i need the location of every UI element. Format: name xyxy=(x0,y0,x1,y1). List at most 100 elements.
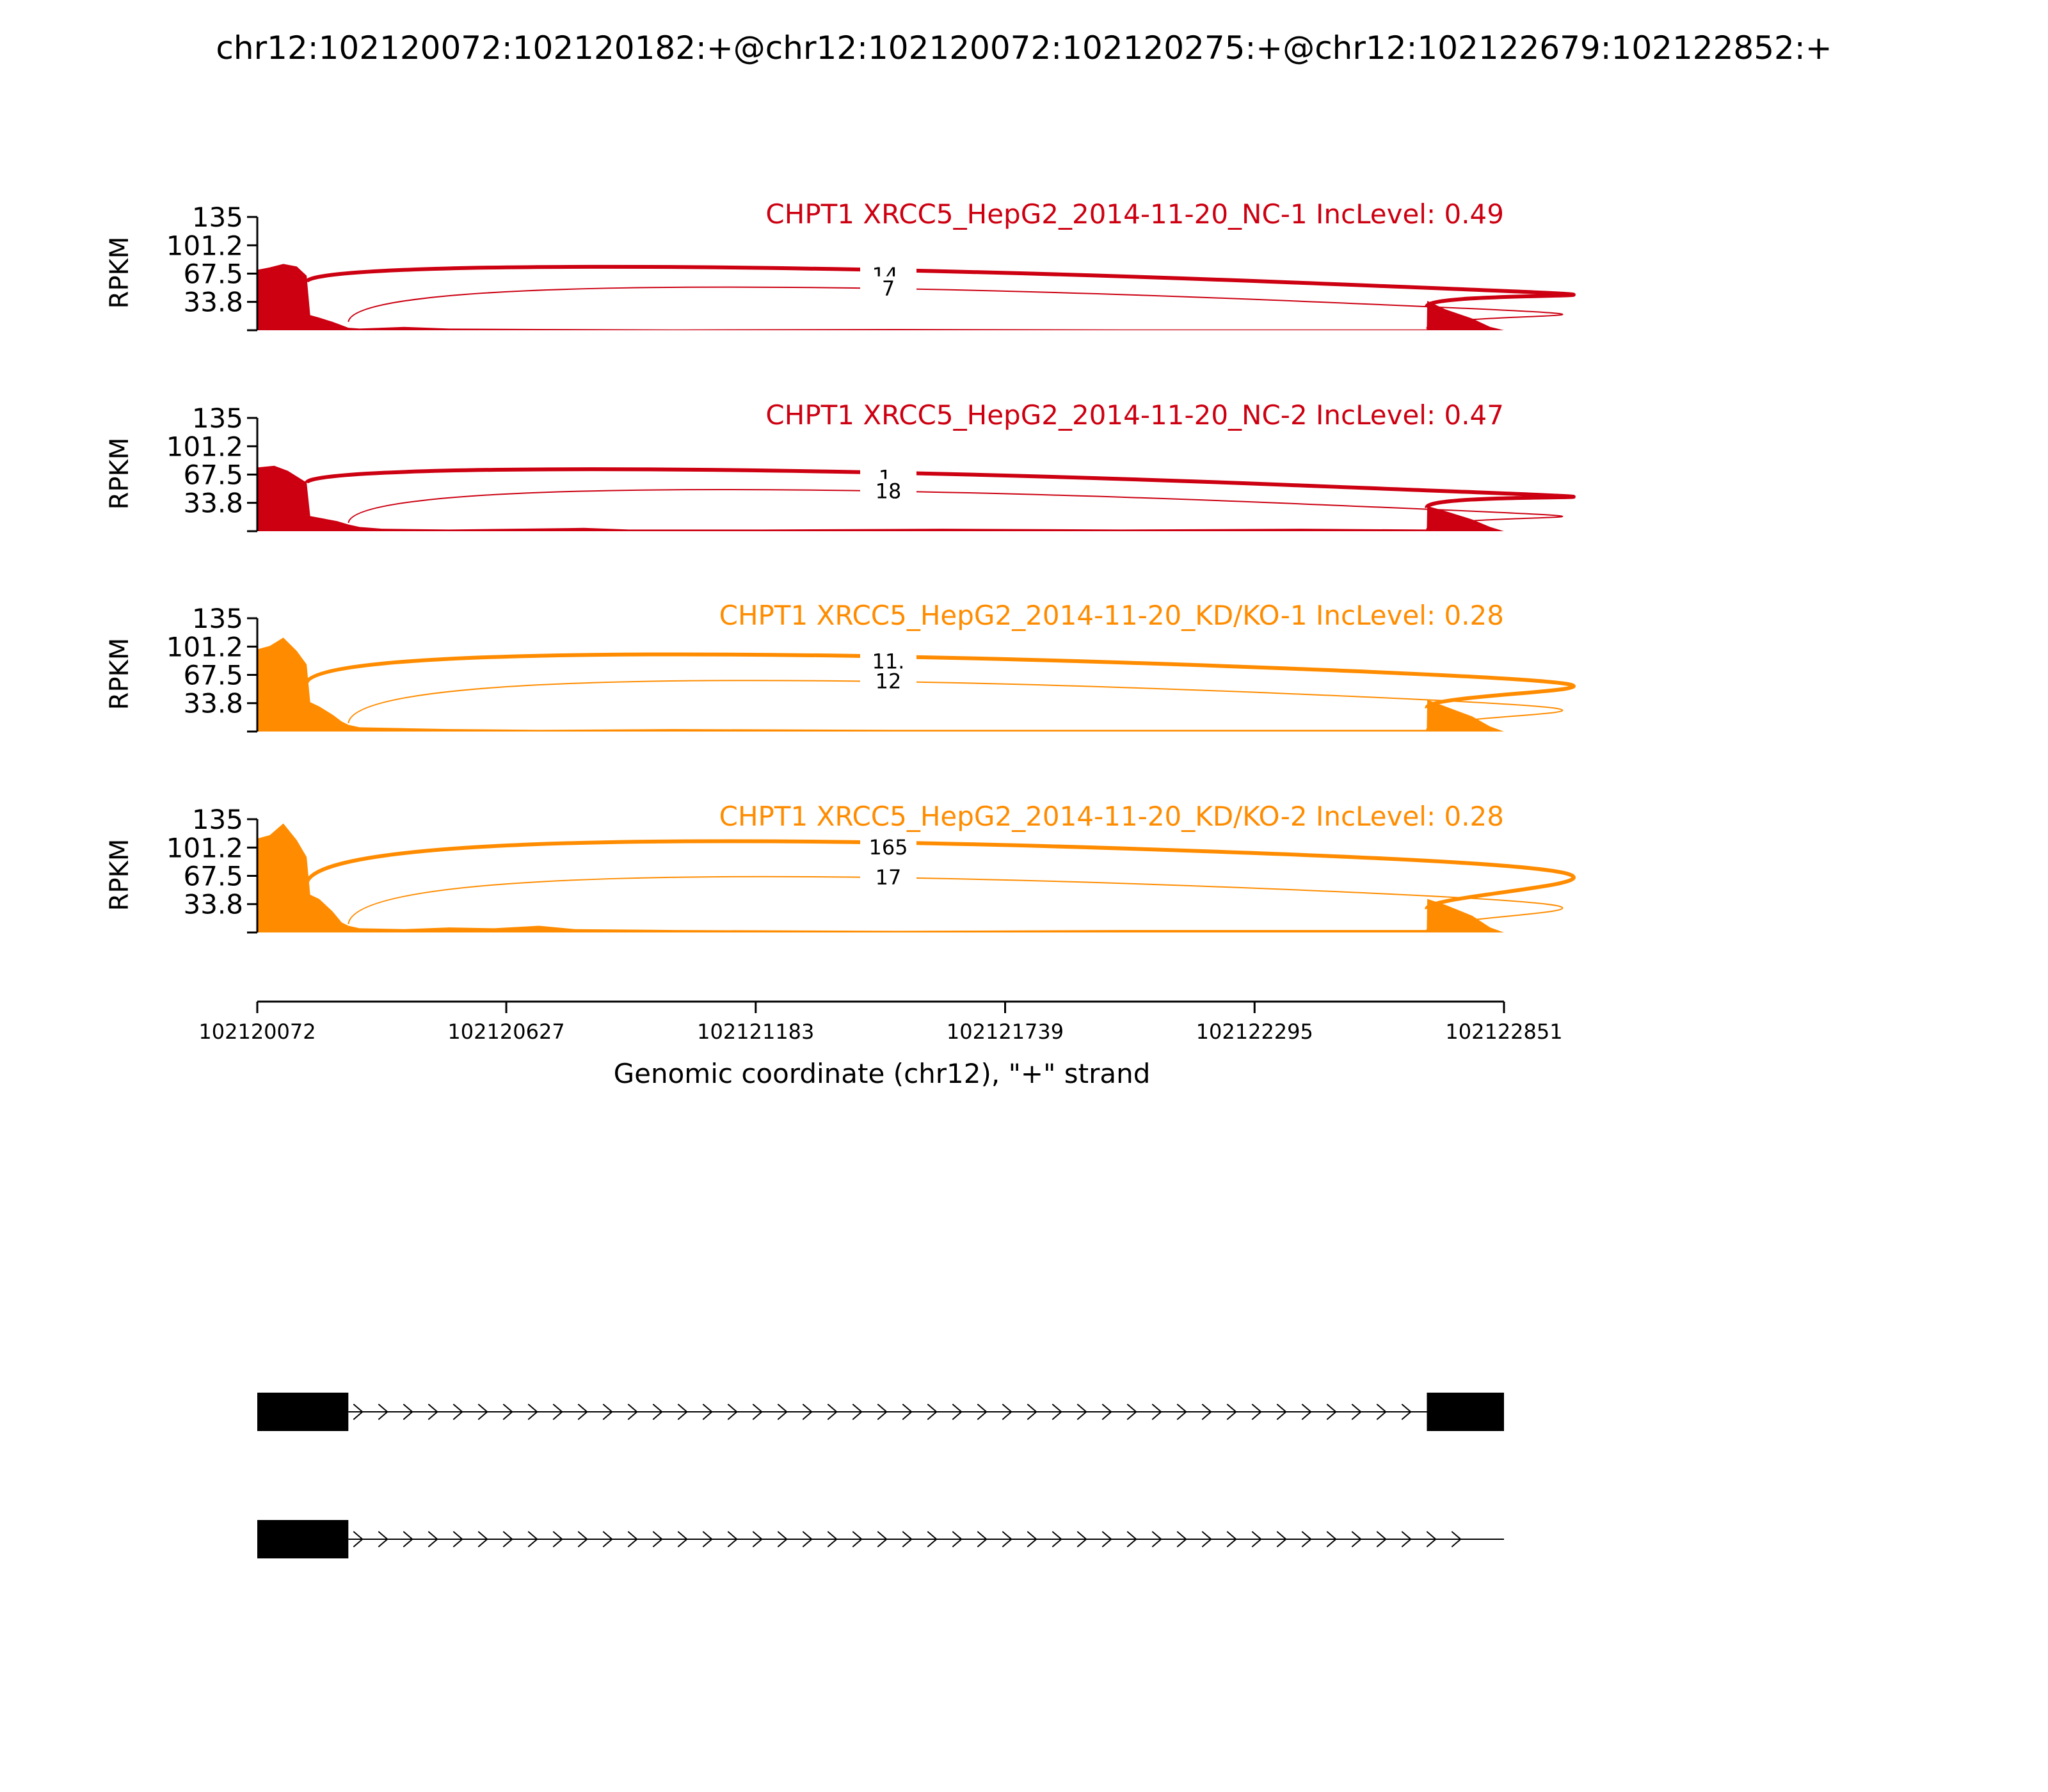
strand-arrow xyxy=(1326,1531,1337,1548)
track-label: CHPT1 XRCC5_HepG2_2014-11-20_KD/KO-2 Inc… xyxy=(719,801,1504,832)
y-tick-label: 101.2 xyxy=(166,230,243,261)
junction-arc xyxy=(305,839,1576,910)
y-axis-label: RPKM xyxy=(105,638,134,710)
strand-arrow xyxy=(1251,1531,1262,1548)
x-tick-label: 102120627 xyxy=(447,1020,564,1044)
strand-arrow xyxy=(727,1404,738,1420)
y-tick-label: 67.5 xyxy=(183,460,243,491)
junction-label-box xyxy=(860,835,916,858)
strand-arrow xyxy=(403,1404,413,1420)
strand-arrow xyxy=(1226,1404,1237,1420)
strand-arrow xyxy=(552,1404,563,1420)
strand-arrow xyxy=(977,1531,988,1548)
y-tick-label: 135 xyxy=(192,403,243,434)
figure-title: chr12:102120072:102120182:+@chr12:102120… xyxy=(216,29,1832,67)
x-tick-label: 102122851 xyxy=(1445,1020,1562,1044)
strand-arrow xyxy=(1251,1404,1262,1420)
strand-arrow xyxy=(902,1531,913,1548)
strand-arrow xyxy=(1351,1531,1362,1548)
junction-arc xyxy=(348,286,1564,329)
isoform-2 xyxy=(257,1520,1504,1558)
y-tick-label: 101.2 xyxy=(166,631,243,662)
y-tick-label: 67.5 xyxy=(183,660,243,691)
y-axis-label: RPKM xyxy=(105,438,134,510)
junction-label-box xyxy=(860,276,916,300)
strand-arrow xyxy=(378,1531,388,1548)
strand-arrow xyxy=(727,1531,738,1548)
strand-arrow xyxy=(952,1404,963,1420)
track-label: CHPT1 XRCC5_HepG2_2014-11-20_NC-2 IncLev… xyxy=(765,399,1504,431)
strand-arrow xyxy=(502,1531,513,1548)
strand-arrow xyxy=(378,1404,388,1420)
strand-arrow xyxy=(852,1404,863,1420)
strand-arrow xyxy=(1326,1404,1337,1420)
strand-arrow xyxy=(652,1531,663,1548)
strand-arrow xyxy=(777,1404,788,1420)
strand-arrow xyxy=(1027,1404,1037,1420)
strand-arrow xyxy=(527,1531,538,1548)
strand-arrow xyxy=(877,1531,888,1548)
junction-label-box xyxy=(860,649,916,673)
y-tick-label: 33.8 xyxy=(183,889,243,920)
track-label: CHPT1 XRCC5_HepG2_2014-11-20_NC-1 IncLev… xyxy=(765,198,1504,230)
y-tick-label: 33.8 xyxy=(183,287,243,318)
x-axis-label: Genomic coordinate (chr12), "+" strand xyxy=(614,1058,1151,1089)
strand-arrow xyxy=(577,1531,588,1548)
strand-arrow xyxy=(627,1404,638,1420)
junction-arc xyxy=(305,652,1576,709)
strand-arrow xyxy=(1151,1531,1162,1548)
strand-arrow xyxy=(1101,1531,1112,1548)
junction-arc xyxy=(305,467,1576,509)
strand-arrow xyxy=(1052,1531,1062,1548)
strand-arrow xyxy=(1276,1404,1287,1420)
junction-count-label: 7 xyxy=(882,276,895,301)
junction-arc xyxy=(348,876,1564,931)
junction-label-box xyxy=(860,479,916,502)
exon-block xyxy=(1427,1393,1504,1431)
junction-count-label: 165 xyxy=(868,835,908,860)
strand-arrow xyxy=(677,1531,688,1548)
strand-arrow xyxy=(777,1531,788,1548)
strand-arrow xyxy=(1002,1531,1012,1548)
junction-arc xyxy=(305,264,1576,308)
strand-arrow xyxy=(502,1404,513,1420)
strand-arrow xyxy=(1226,1531,1237,1548)
strand-arrow xyxy=(452,1531,463,1548)
strand-arrow xyxy=(1126,1404,1137,1420)
strand-arrow xyxy=(1076,1531,1087,1548)
strand-arrow xyxy=(902,1404,913,1420)
strand-arrow xyxy=(452,1404,463,1420)
junction-label-box xyxy=(860,669,916,692)
junction-label-box xyxy=(860,865,916,888)
y-tick-label: 101.2 xyxy=(166,832,243,863)
strand-arrow xyxy=(752,1531,763,1548)
strand-arrow xyxy=(1126,1531,1137,1548)
x-tick-label: 102121183 xyxy=(697,1020,814,1044)
y-tick-label: 33.8 xyxy=(183,688,243,719)
strand-arrow xyxy=(702,1404,713,1420)
strand-arrow xyxy=(977,1404,988,1420)
strand-arrow xyxy=(1176,1404,1187,1420)
strand-arrow xyxy=(1401,1404,1412,1420)
strand-arrow xyxy=(802,1531,813,1548)
strand-arrow xyxy=(1351,1404,1362,1420)
strand-arrow xyxy=(1201,1531,1212,1548)
junction-arc xyxy=(348,489,1564,530)
y-tick-label: 67.5 xyxy=(183,259,243,290)
strand-arrow xyxy=(1151,1404,1162,1420)
strand-arrow xyxy=(602,1404,613,1420)
strand-arrow xyxy=(577,1404,588,1420)
strand-arrow xyxy=(1451,1531,1462,1548)
strand-arrow xyxy=(1027,1531,1037,1548)
strand-arrow xyxy=(877,1404,888,1420)
strand-arrow xyxy=(403,1531,413,1548)
strand-arrow xyxy=(1076,1404,1087,1420)
junction-count-label: 12 xyxy=(876,669,902,694)
x-tick-label: 102121739 xyxy=(947,1020,1064,1044)
strand-arrow xyxy=(477,1531,488,1548)
